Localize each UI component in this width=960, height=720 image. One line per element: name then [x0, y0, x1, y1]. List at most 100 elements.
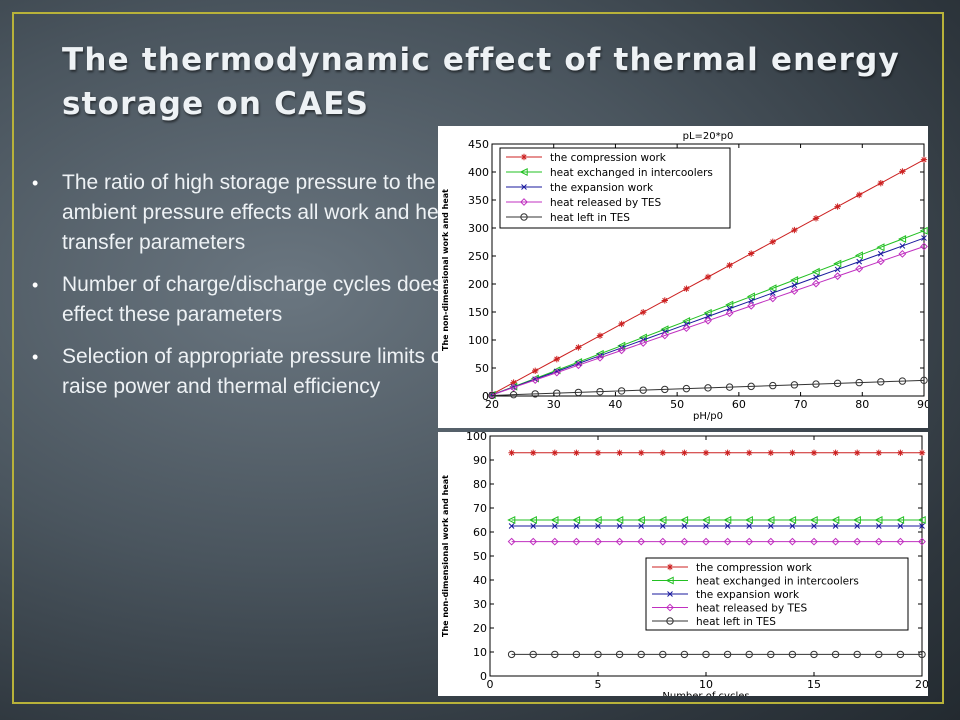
- data-point: [637, 537, 646, 546]
- data-point: [746, 292, 755, 301]
- x-tick-label: 5: [595, 678, 602, 691]
- data-point: [616, 523, 623, 529]
- data-point: [834, 203, 841, 210]
- data-point: [661, 385, 669, 394]
- data-point: [551, 650, 559, 659]
- y-tick-label: 250: [468, 250, 489, 263]
- y-tick-label: 0: [480, 670, 487, 683]
- y-tick-label: 80: [473, 478, 487, 491]
- data-point: [831, 515, 840, 525]
- data-point: [810, 449, 818, 456]
- data-point: [553, 355, 560, 363]
- data-point: [593, 515, 602, 525]
- data-point: [918, 537, 926, 546]
- data-point: [813, 274, 819, 281]
- data-point: [768, 284, 777, 293]
- data-point: [833, 272, 842, 281]
- data-point: [638, 449, 645, 456]
- data-point: [553, 389, 561, 397]
- data-point: [918, 449, 926, 456]
- data-point: [747, 382, 755, 391]
- data-point: [551, 523, 558, 529]
- bullet-dot-icon: •: [32, 173, 39, 193]
- legend-label: the compression work: [550, 152, 667, 164]
- bullet-dot-icon: •: [32, 347, 39, 367]
- series: [508, 449, 926, 456]
- y-tick-label: 30: [473, 598, 487, 611]
- data-point: [509, 390, 518, 399]
- y-tick-label: 50: [475, 362, 489, 375]
- data-point: [745, 537, 754, 546]
- chart-cycles-svg: 0 5 10 15 20 0 10 20 30 40 50 60 70 80 90 100 Number of …: [441, 432, 928, 696]
- data-point: [596, 332, 604, 339]
- data-point: [725, 383, 734, 391]
- data-point: [766, 537, 775, 546]
- y-tick-label: 50: [473, 550, 487, 563]
- data-point: [875, 523, 882, 529]
- data-point: [854, 449, 861, 456]
- data-point: [875, 449, 882, 456]
- data-point: [766, 515, 775, 525]
- data-point: [919, 226, 928, 235]
- data-point: [508, 523, 515, 529]
- data-point: [665, 576, 674, 585]
- y-tick-label: 200: [468, 278, 489, 291]
- legend-box: [645, 557, 909, 631]
- data-point: [854, 523, 861, 529]
- bullet-item: • The ratio of high storage pressure to t…: [32, 168, 442, 258]
- data-point: [832, 449, 839, 456]
- legend: the compression work heat exchanged in in…: [645, 557, 909, 631]
- data-point: [768, 294, 777, 303]
- slide-title: The thermodynamic effect of thermal ener…: [62, 42, 900, 122]
- chart-pressure-ratio: 20 30 40 50 60 70 80 90 0 50 100 150 200 250 300 350 400…: [438, 126, 928, 428]
- data-point: [833, 259, 842, 268]
- data-point: [703, 308, 712, 317]
- data-point: [530, 449, 537, 456]
- data-point: [638, 523, 645, 529]
- data-point: [575, 344, 582, 351]
- data-point: [659, 523, 666, 529]
- data-point: [767, 650, 775, 659]
- legend-label: heat left in TES: [550, 212, 630, 224]
- data-point: [769, 238, 776, 246]
- data-point: [724, 449, 731, 456]
- data-point: [596, 387, 604, 396]
- data-point: [529, 650, 537, 659]
- data-point: [723, 537, 732, 546]
- x-tick-label: 80: [855, 398, 869, 411]
- data-point: [682, 324, 691, 333]
- data-point: [746, 449, 753, 456]
- data-point: [855, 378, 863, 387]
- data-point: [856, 191, 863, 199]
- data-point: [640, 308, 647, 316]
- data-point: [681, 523, 688, 529]
- data-point: [594, 537, 602, 546]
- data-point: [616, 449, 623, 456]
- data-point: [898, 249, 907, 258]
- data-point: [682, 317, 691, 326]
- chart-title: pL=20*p0: [683, 131, 734, 142]
- data-point: [660, 331, 669, 340]
- data-point: [917, 515, 926, 525]
- data-point: [767, 523, 774, 529]
- data-point: [812, 215, 820, 222]
- data-point: [853, 537, 862, 546]
- data-point: [920, 156, 928, 163]
- data-point: [790, 381, 799, 389]
- y-tick-label: 60: [473, 526, 487, 539]
- legend-label: heat released by TES: [696, 603, 808, 615]
- y-tick-label: 400: [468, 166, 489, 179]
- data-point: [788, 515, 797, 525]
- data-point: [791, 226, 798, 234]
- data-point: [639, 386, 647, 394]
- data-point: [897, 449, 904, 456]
- data-point: [572, 515, 581, 525]
- data-point: [552, 368, 561, 377]
- data-point: [680, 537, 689, 546]
- legend-label: heat exchanged in intercoolers: [696, 576, 859, 588]
- y-tick-label: 300: [468, 222, 489, 235]
- data-point: [723, 650, 732, 659]
- y-tick-label: 40: [473, 574, 487, 587]
- data-point: [666, 617, 674, 625]
- data-point: [790, 287, 799, 295]
